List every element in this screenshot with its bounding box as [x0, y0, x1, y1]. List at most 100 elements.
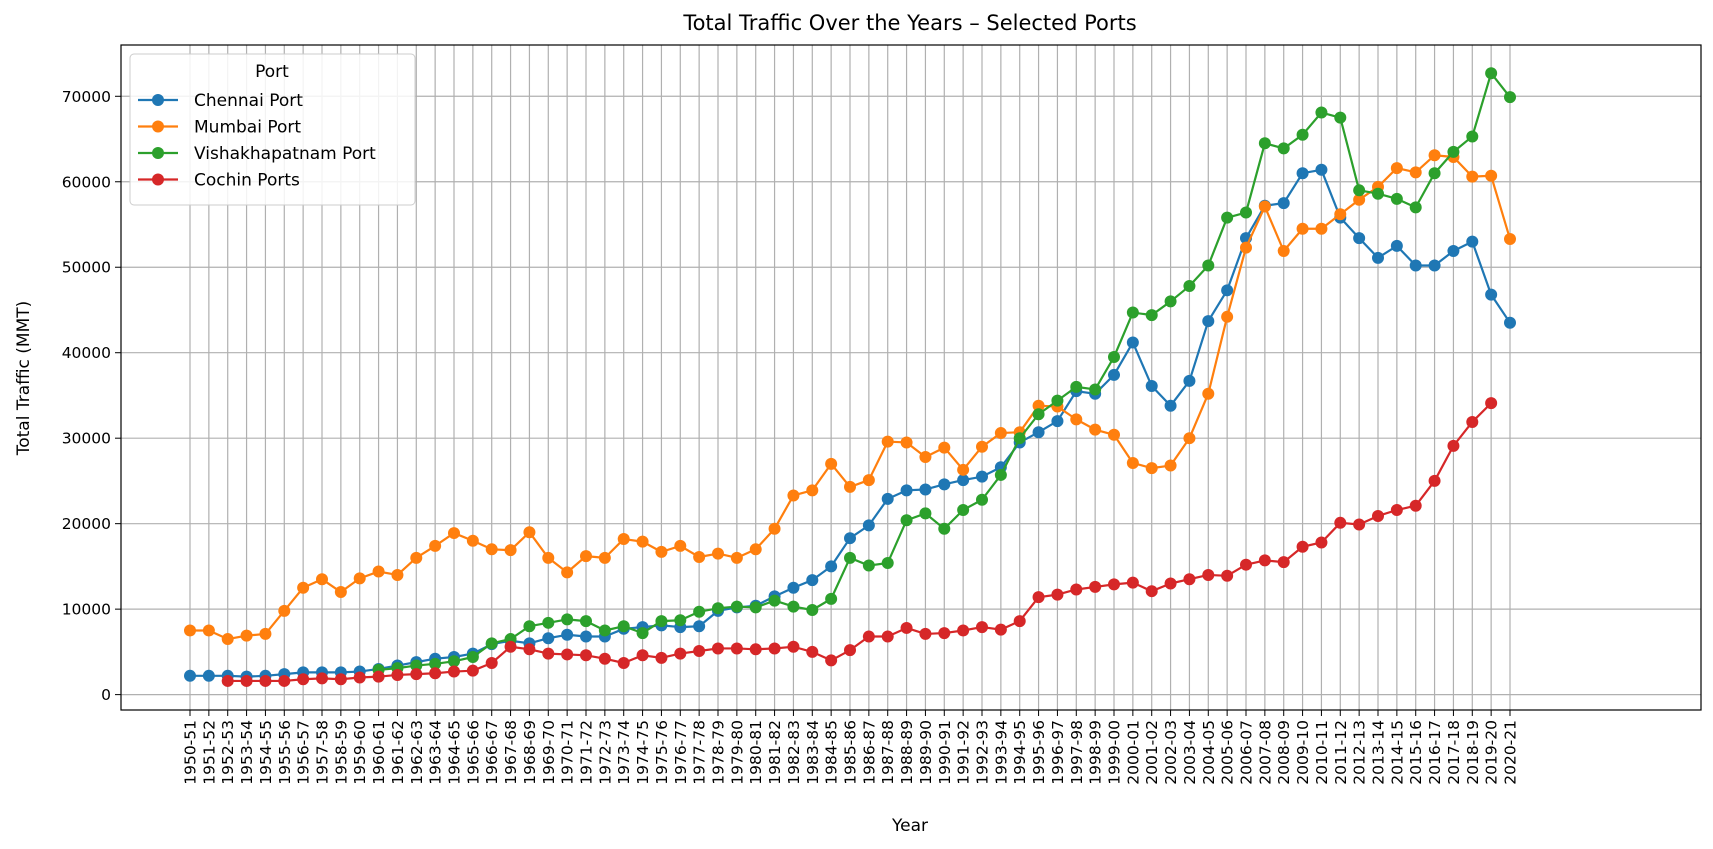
- y-tick-label: 60000: [62, 173, 111, 191]
- x-tick-label: 2011-12: [1332, 720, 1350, 785]
- data-point: [485, 543, 498, 556]
- data-point: [184, 669, 196, 682]
- x-tick-label: 1953-54: [238, 720, 256, 785]
- data-point: [976, 493, 988, 506]
- data-point: [429, 657, 442, 670]
- x-tick-label: 1976-77: [672, 720, 690, 785]
- data-point: [655, 615, 668, 628]
- data-point: [448, 655, 460, 668]
- x-tick-label: 1988-89: [898, 720, 916, 785]
- x-tick-label: 1957-58: [314, 720, 332, 785]
- data-point: [1240, 558, 1252, 571]
- data-point: [674, 614, 687, 627]
- data-point: [862, 630, 875, 643]
- data-point: [976, 440, 988, 453]
- legend-label: Vishakhapatnam Port: [194, 144, 376, 164]
- series-vishakhapatnam-port: [372, 67, 1516, 676]
- data-point: [636, 649, 649, 662]
- x-tick-label: 2013-14: [1370, 720, 1388, 785]
- x-tick-label: 1979-80: [728, 720, 746, 785]
- data-point: [976, 621, 988, 634]
- data-point: [448, 665, 460, 678]
- legend-title: Port: [255, 62, 289, 82]
- data-point: [429, 539, 442, 552]
- x-tick-label: 1987-88: [879, 720, 897, 785]
- data-point: [1202, 387, 1215, 400]
- data-point: [617, 656, 630, 669]
- data-point: [844, 551, 856, 564]
- data-point: [938, 627, 951, 640]
- data-point: [1145, 309, 1158, 322]
- data-point: [900, 436, 913, 449]
- data-point: [636, 535, 649, 548]
- y-tick-label: 10000: [62, 601, 111, 619]
- data-point: [580, 630, 592, 643]
- x-tick-label: 1995-96: [1030, 720, 1048, 785]
- data-point: [994, 623, 1007, 636]
- data-point: [1013, 432, 1026, 445]
- data-point: [1258, 200, 1271, 213]
- data-point: [1070, 583, 1083, 596]
- x-tick-label: 1952-53: [219, 720, 237, 785]
- x-axis-label: Year: [891, 816, 928, 836]
- data-point: [1032, 408, 1045, 421]
- data-point: [1504, 91, 1516, 104]
- data-point: [1334, 516, 1347, 529]
- data-point: [655, 545, 668, 558]
- data-point: [1070, 380, 1083, 393]
- data-point: [749, 543, 762, 556]
- x-tick-label: 1999-00: [1106, 720, 1124, 785]
- data-point: [881, 556, 894, 569]
- data-point: [1240, 206, 1252, 219]
- y-tick-label: 20000: [62, 515, 111, 533]
- data-point: [787, 600, 800, 613]
- data-point: [730, 551, 743, 564]
- data-point: [353, 671, 366, 684]
- data-point: [655, 651, 668, 664]
- data-point: [862, 474, 875, 487]
- x-tick-label: 1984-85: [823, 720, 841, 785]
- data-point: [561, 566, 574, 579]
- data-point: [1164, 577, 1177, 590]
- data-point: [806, 484, 819, 497]
- data-point: [316, 672, 328, 685]
- x-tick-label: 1978-79: [710, 720, 728, 785]
- data-point: [730, 600, 743, 613]
- data-point: [466, 534, 479, 547]
- legend-item: Vishakhapatnam Port: [138, 144, 376, 164]
- data-point: [919, 507, 932, 520]
- data-point: [1296, 128, 1309, 141]
- data-point: [1315, 163, 1328, 176]
- x-tick-label: 1977-78: [691, 720, 709, 785]
- data-point: [881, 435, 894, 448]
- data-point: [598, 551, 611, 564]
- x-tick-label: 2017-18: [1445, 720, 1463, 785]
- data-point: [580, 649, 592, 662]
- y-tick-label: 30000: [62, 430, 111, 448]
- series-layer: [184, 67, 1516, 687]
- x-tick-label: 1986-87: [860, 720, 878, 785]
- data-point: [749, 643, 762, 656]
- data-point: [844, 480, 856, 493]
- data-point: [844, 532, 856, 545]
- data-point: [240, 674, 253, 687]
- x-tick-label: 1959-60: [351, 720, 369, 785]
- data-point: [1390, 503, 1403, 516]
- data-point: [297, 673, 310, 686]
- data-point: [881, 492, 894, 505]
- y-axis: 0 10000 20000 30000 40000 50000 60000 70000: [62, 88, 121, 704]
- data-point: [1089, 580, 1102, 593]
- x-tick-label: 1981-82: [766, 720, 784, 785]
- data-point: [1409, 499, 1422, 512]
- data-point: [1466, 415, 1479, 428]
- data-point: [1126, 456, 1139, 469]
- data-point: [900, 514, 913, 527]
- data-point: [297, 581, 310, 594]
- data-point: [259, 627, 272, 640]
- x-tick-label: 1961-62: [389, 720, 407, 785]
- data-point: [542, 616, 555, 629]
- data-point: [1296, 222, 1309, 235]
- data-point: [862, 519, 875, 532]
- data-point: [693, 620, 706, 633]
- data-point: [391, 568, 404, 581]
